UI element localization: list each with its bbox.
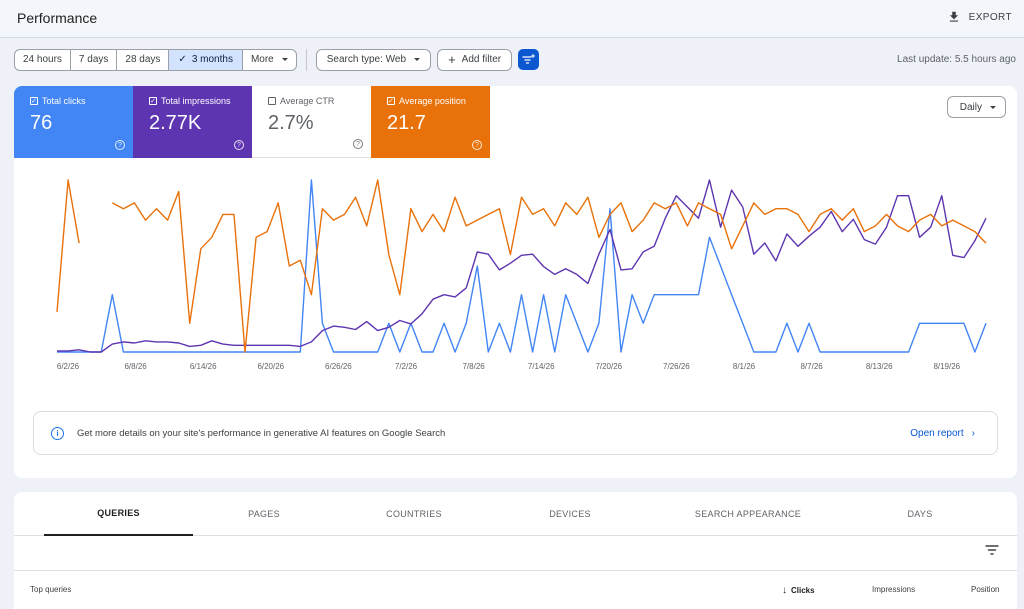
column-top-queries[interactable]: Top queries — [30, 585, 72, 594]
metric-total-impressions[interactable]: ✓ Total impressions 2.77K ? — [133, 86, 252, 158]
plus-icon: + — [448, 52, 456, 67]
page-title: Performance — [17, 10, 98, 26]
filter-sparkle-icon — [522, 54, 536, 64]
tab-days[interactable]: DAYS — [907, 509, 933, 519]
checkbox-checked-icon: ✓ — [149, 97, 157, 105]
x-tick-label: 6/26/26 — [325, 362, 352, 371]
range-24-hours[interactable]: 24 hours — [15, 49, 71, 70]
filter-bar: 24 hours 7 days 28 days ✓ 3 months More S… — [14, 48, 540, 71]
filter-icon[interactable] — [985, 544, 999, 556]
download-icon — [949, 11, 958, 22]
series-line-total-impressions — [57, 179, 987, 353]
chevron-right-icon: › — [971, 428, 975, 439]
metric-average-ctr[interactable]: Average CTR 2.7% ? — [252, 86, 371, 158]
divider — [305, 48, 307, 71]
export-label: EXPORT — [968, 11, 1012, 23]
checkbox-checked-icon: ✓ — [387, 97, 395, 105]
performance-card: ✓ Total clicks 76 ? ✓ Total impressions 2.… — [14, 86, 1017, 478]
x-tick-label: 8/7/26 — [800, 362, 823, 371]
x-tick-label: 6/20/26 — [257, 362, 284, 371]
date-range-selector: 24 hours 7 days 28 days ✓ 3 months More — [14, 48, 297, 71]
x-tick-label: 7/8/26 — [462, 362, 485, 371]
search-type-dropdown[interactable]: Search type: Web — [315, 48, 432, 71]
x-tick-label: 6/14/26 — [190, 362, 217, 371]
x-tick-label: 7/26/26 — [663, 362, 690, 371]
filter-settings-button[interactable] — [518, 49, 540, 70]
check-icon: ✓ — [178, 54, 187, 65]
x-tick-label: 7/14/26 — [528, 362, 555, 371]
range-7-days[interactable]: 7 days — [71, 49, 118, 70]
range-more-dropdown[interactable]: More — [243, 50, 296, 70]
help-icon[interactable]: ? — [115, 140, 125, 150]
x-tick-label: 8/1/26 — [733, 362, 756, 371]
series-line-total-clicks — [57, 179, 987, 353]
performance-chart: 6/2/26 6/8/26 6/14/26 6/20/26 6/26/26 7/2/26 7… — [56, 179, 987, 371]
range-3-months[interactable]: ✓ 3 months — [169, 49, 243, 70]
banner-text: Get more details on your site's performa… — [77, 428, 446, 439]
x-tick-label: 7/20/26 — [595, 362, 622, 371]
metric-average-position[interactable]: ✓ Average position 21.7 ? — [371, 86, 490, 158]
tab-pages[interactable]: PAGES — [248, 509, 280, 519]
x-tick-label: 6/2/26 — [57, 362, 80, 371]
column-clicks[interactable]: ↓ Clicks — [782, 585, 815, 596]
last-update-text: Last update: 5.5 hours ago — [897, 54, 1016, 65]
x-tick-label: 8/19/26 — [933, 362, 960, 371]
ai-features-banner: i Get more details on your site's perfor… — [33, 411, 998, 455]
x-tick-label: 6/8/26 — [124, 362, 147, 371]
add-filter-button[interactable]: + Add filter — [437, 48, 513, 71]
x-tick-label: 8/13/26 — [866, 362, 893, 371]
tab-devices[interactable]: DEVICES — [549, 509, 591, 519]
checkbox-unchecked-icon — [268, 97, 276, 105]
granularity-dropdown[interactable]: Daily — [946, 96, 1006, 118]
help-icon[interactable]: ? — [472, 140, 482, 150]
tab-search-appearance[interactable]: SEARCH APPEARANCE — [694, 509, 802, 519]
column-position[interactable]: Position — [971, 585, 1000, 594]
page-header: Performance EXPORT — [0, 0, 1024, 38]
open-report-link[interactable]: Open report › — [910, 428, 975, 439]
caret-down-icon — [281, 58, 288, 61]
help-icon[interactable]: ? — [353, 139, 363, 149]
tab-queries[interactable]: QUERIES — [44, 492, 193, 536]
tab-countries[interactable]: COUNTRIES — [386, 509, 442, 519]
arrow-down-icon: ↓ — [782, 585, 787, 596]
series-line-average-position — [56, 179, 987, 353]
report-tabs: QUERIES PAGES COUNTRIES DEVICES SEARCH A… — [14, 492, 1017, 536]
caret-down-icon — [414, 58, 421, 61]
info-icon: i — [51, 427, 64, 440]
help-icon[interactable]: ? — [234, 140, 244, 150]
range-28-days[interactable]: 28 days — [117, 49, 170, 70]
x-tick-label: 7/2/26 — [395, 362, 418, 371]
caret-down-icon — [990, 105, 996, 109]
metric-total-clicks[interactable]: ✓ Total clicks 76 ? — [14, 86, 133, 158]
checkbox-checked-icon: ✓ — [30, 97, 38, 105]
report-table-card: QUERIES PAGES COUNTRIES DEVICES SEARCH A… — [14, 492, 1017, 609]
column-impressions[interactable]: Impressions — [872, 585, 916, 594]
export-button[interactable]: EXPORT — [947, 10, 1012, 24]
table-header: Top queries ↓ Clicks Impressions Position — [14, 570, 1017, 609]
